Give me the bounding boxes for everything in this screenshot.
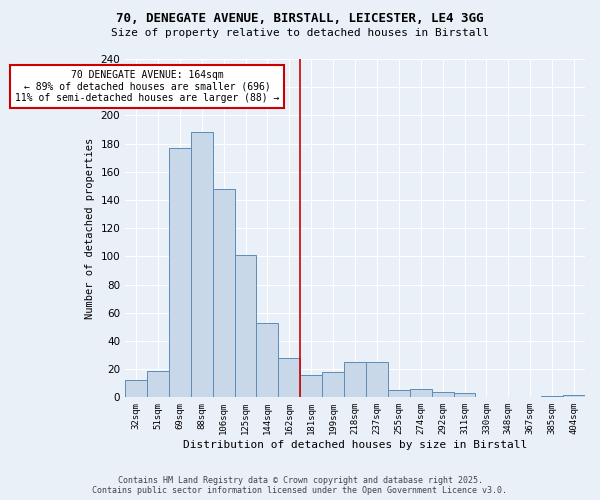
Bar [169,148,191,398]
Text: 70, DENEGATE AVENUE, BIRSTALL, LEICESTER, LE4 3GG: 70, DENEGATE AVENUE, BIRSTALL, LEICESTER… [116,12,484,26]
Bar [191,132,212,398]
Bar [125,380,147,398]
Bar [563,394,585,398]
Bar [541,396,563,398]
Text: Size of property relative to detached houses in Birstall: Size of property relative to detached ho… [111,28,489,38]
Bar [212,188,235,398]
Bar [388,390,410,398]
Bar [256,322,278,398]
Text: 70 DENEGATE AVENUE: 164sqm
← 89% of detached houses are smaller (696)
11% of sem: 70 DENEGATE AVENUE: 164sqm ← 89% of deta… [15,70,279,104]
X-axis label: Distribution of detached houses by size in Birstall: Distribution of detached houses by size … [183,440,527,450]
Y-axis label: Number of detached properties: Number of detached properties [85,138,95,319]
Bar [366,362,388,398]
Bar [454,393,475,398]
Bar [322,372,344,398]
Bar [147,370,169,398]
Bar [235,255,256,398]
Bar [344,362,366,398]
Text: Contains HM Land Registry data © Crown copyright and database right 2025.
Contai: Contains HM Land Registry data © Crown c… [92,476,508,495]
Bar [431,392,454,398]
Bar [410,389,431,398]
Bar [300,375,322,398]
Bar [278,358,300,398]
